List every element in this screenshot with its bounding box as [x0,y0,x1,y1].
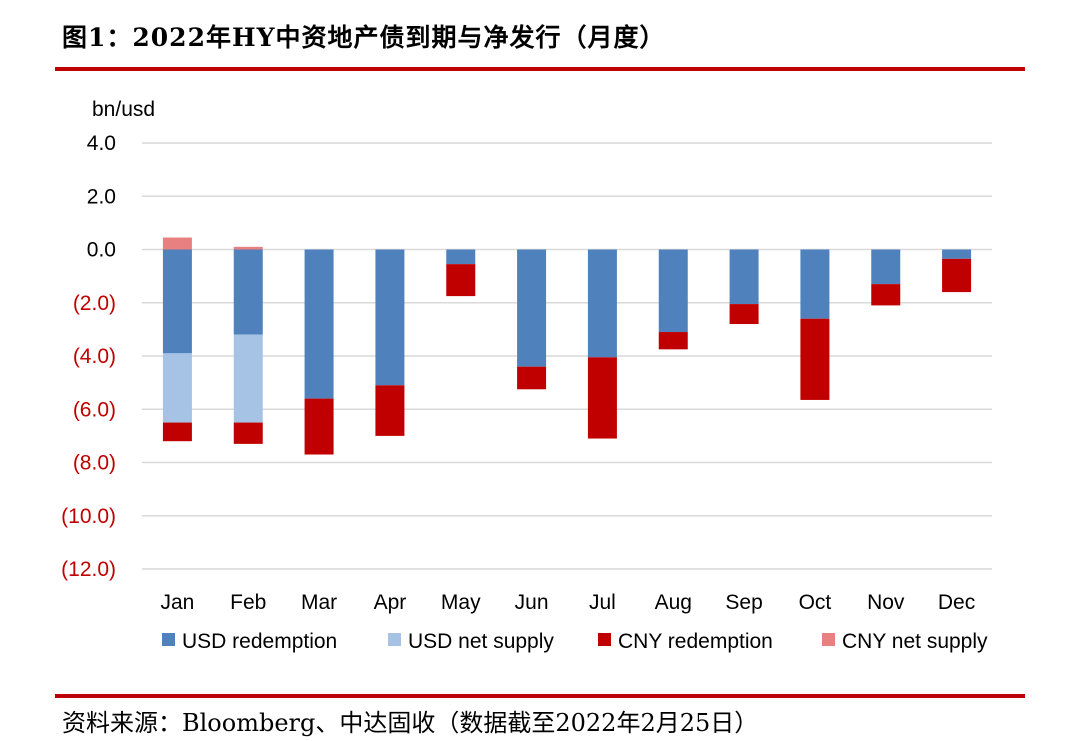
bar-usd-net-supply [233,334,263,423]
bar-cny-redemption [446,264,476,297]
bar-usd-redemption [729,249,759,305]
bar-cny-redemption [871,284,901,306]
y-axis-ticks: 4.0 2.0 0.0 (2.0) (4.0) (6.0) (8.0) (10.0) (12.0… [61,132,116,581]
legend-swatch [598,633,611,646]
legend-label: CNY net supply [842,630,988,653]
bar-cny-redemption [517,366,547,390]
bar-usd-redemption [304,249,334,399]
bar-usd-redemption [587,249,617,358]
bar-usd-redemption [517,249,547,367]
bar-cny-redemption [729,304,759,325]
bar-usd-net-supply [162,353,192,423]
bar-usd-redemption [233,249,263,335]
bar-usd-redemption [800,249,830,319]
bar-usd-redemption [658,249,688,333]
bars [162,237,972,455]
unit-label: bn/usd [92,98,155,121]
x-tick-label: Oct [799,591,832,614]
bar-cny-net-supply [162,237,192,250]
x-tick-label: Jun [515,591,549,614]
y-tick-label: (4.0) [73,345,116,368]
source-note: 资料来源：Bloomberg、中达固收（数据截至2022年2月25日） [62,709,759,737]
x-tick-label: May [441,591,481,614]
bar-cny-redemption [375,385,405,436]
x-tick-label: Dec [938,591,975,614]
top-rule [55,67,1025,71]
legend: USD redemption USD net supply CNY redempti… [162,630,988,653]
bar-cny-redemption [942,258,972,293]
y-tick-label: 0.0 [87,239,116,262]
bar-cny-redemption [233,422,263,444]
y-tick-label: (6.0) [73,398,116,421]
bar-usd-redemption [375,249,405,386]
bar-cny-redemption [800,318,830,400]
grid-lines [142,142,992,570]
bar-cny-redemption [587,357,617,439]
bottom-rule [55,694,1025,698]
x-tick-label: Sep [725,591,762,614]
bar-usd-redemption [446,249,476,265]
y-tick-label: (2.0) [73,292,116,315]
y-tick-label: (12.0) [61,558,116,581]
x-tick-label: Feb [230,591,266,614]
legend-swatch [162,633,175,646]
bar-cny-redemption [304,398,334,455]
bar-cny-redemption [658,332,688,350]
bar-cny-redemption [162,422,192,442]
legend-swatch [388,633,401,646]
x-tick-label: Apr [374,591,407,614]
legend-label: USD net supply [408,630,554,653]
y-tick-label: 4.0 [87,132,116,155]
bar-usd-redemption [871,249,901,285]
x-tick-label: Mar [301,591,337,614]
x-axis-categories: Jan Feb Mar Apr May Jun Jul Aug Sep Oct Nov Dec [160,591,975,614]
x-tick-label: Nov [867,591,905,614]
bar-usd-redemption [942,249,972,259]
bar-cny-net-supply [233,246,263,250]
x-tick-label: Jan [160,591,194,614]
chart-title: 图1：2022年HY中资地产债到期与净发行（月度） [62,23,666,52]
y-tick-label: 2.0 [87,185,116,208]
x-tick-label: Aug [655,591,692,614]
y-tick-label: (8.0) [73,452,116,475]
legend-label: CNY redemption [618,630,773,653]
legend-swatch [822,633,835,646]
legend-label: USD redemption [182,630,337,653]
bar-usd-redemption [162,249,192,354]
x-tick-label: Jul [589,591,616,614]
y-tick-label: (10.0) [61,505,116,528]
